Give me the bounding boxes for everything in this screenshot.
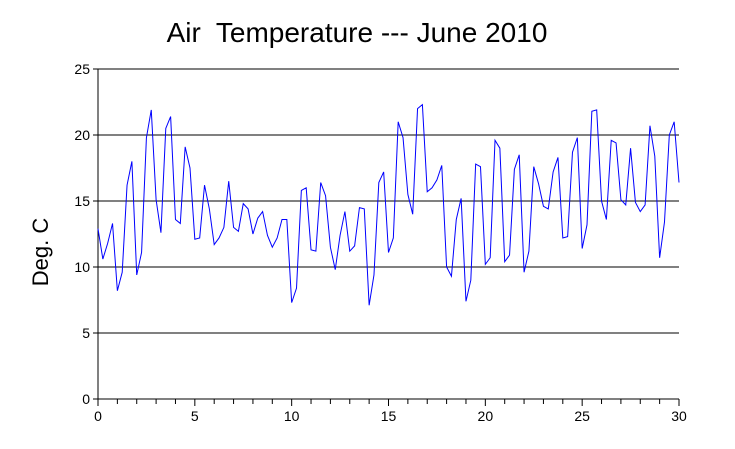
x-tick-label: 5 [191, 408, 199, 424]
x-tick-label: 0 [94, 408, 102, 424]
tick-labels: 0 5 10 15 20 25 0 5 10 15 20 25 30 [74, 61, 687, 424]
grid-lines [98, 68, 679, 334]
y-tick-label: 0 [82, 391, 90, 407]
temperature-series-line [97, 103, 680, 306]
x-tick-label: 15 [381, 408, 397, 424]
series-layer [97, 103, 680, 306]
y-tick-label: 25 [74, 61, 90, 77]
x-tick-label: 10 [284, 408, 300, 424]
x-tick-label: 20 [478, 408, 494, 424]
x-tick-label: 30 [671, 408, 687, 424]
x-tick-label: 25 [574, 408, 590, 424]
y-axis-label: Deg. C [28, 218, 53, 287]
y-tick-label: 10 [74, 259, 90, 275]
axes [93, 68, 680, 406]
y-tick-label: 5 [82, 325, 90, 341]
chart-title: Air Temperature --- June 2010 [167, 17, 548, 48]
temperature-data-points [97, 104, 679, 306]
y-tick-label: 20 [74, 127, 90, 143]
y-tick-label: 15 [74, 193, 90, 209]
